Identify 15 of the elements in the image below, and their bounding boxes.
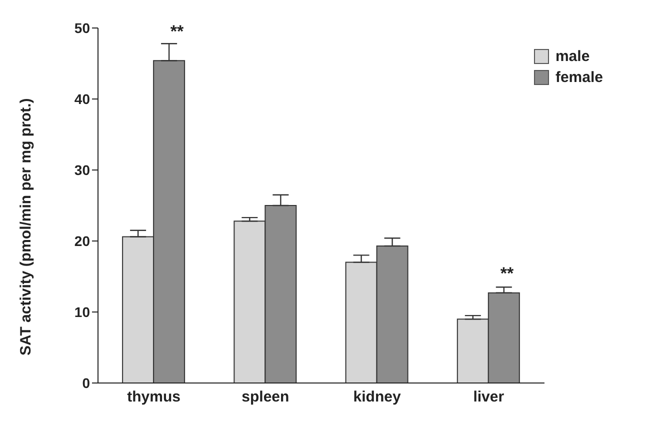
x-tick-label: liver [473,388,504,406]
y-tick-label: 10 [74,304,90,320]
y-tick-label: 0 [82,374,90,391]
legend-label: male [555,48,590,65]
y-tick-label: 30 [74,162,90,178]
y-tick-label: 20 [74,232,90,249]
legend-label: female [555,69,603,86]
x-tick-label: kidney [353,388,402,406]
y-tick-label: 50 [74,20,90,36]
y-tick-label: 40 [74,90,90,107]
x-tick-label: thymus [127,388,180,406]
y-axis-title: SAT activity (pmol/min per mg prot.) [17,98,34,356]
annotation: ** [170,22,184,42]
x-tick-label: spleen [242,388,290,406]
annotation: ** [500,264,514,284]
